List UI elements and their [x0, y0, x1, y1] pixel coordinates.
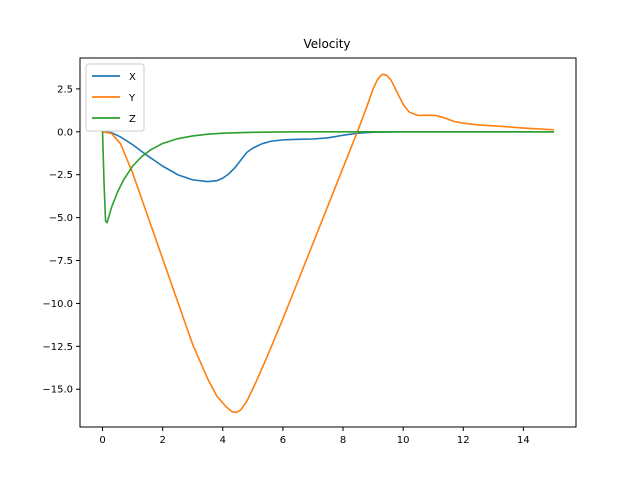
x-tick-label: 0 [99, 435, 105, 446]
x-tick-label: 10 [397, 435, 410, 446]
chart-title: Velocity [303, 37, 350, 51]
y-tick-label: −2.5 [49, 170, 73, 181]
y-tick-label: −15.0 [42, 385, 73, 396]
y-tick-label: −5.0 [49, 213, 73, 224]
y-tick-label: 0.0 [57, 127, 73, 138]
x-axis: 0 2 4 6 8 10 12 14 [99, 427, 530, 446]
x-tick-label: 14 [517, 435, 530, 446]
x-tick-label: 12 [457, 435, 470, 446]
series-line-z [101, 131, 555, 224]
x-tick-label: 4 [220, 435, 226, 446]
x-tick-label: 2 [159, 435, 165, 446]
y-tick-label: −12.5 [42, 342, 73, 353]
series-line-x [101, 131, 555, 183]
x-tick-label: 6 [280, 435, 286, 446]
y-tick-label: 2.5 [57, 84, 73, 95]
series-line-y [101, 73, 555, 414]
x-tick-label: 8 [340, 435, 346, 446]
legend: XYZ [85, 63, 145, 132]
y-tick-label: −7.5 [49, 256, 73, 267]
legend-label-z: Z [129, 114, 136, 125]
y-tick-label: −10.0 [42, 299, 73, 310]
legend-label-x: X [129, 72, 136, 83]
plot-lines [101, 73, 555, 414]
legend-label-y: Y [128, 93, 136, 104]
plot-frame [79, 57, 577, 428]
y-axis: 2.5 0.0 −2.5 −5.0 −7.5 −10.0 −12.5 −15.0 [42, 84, 80, 396]
